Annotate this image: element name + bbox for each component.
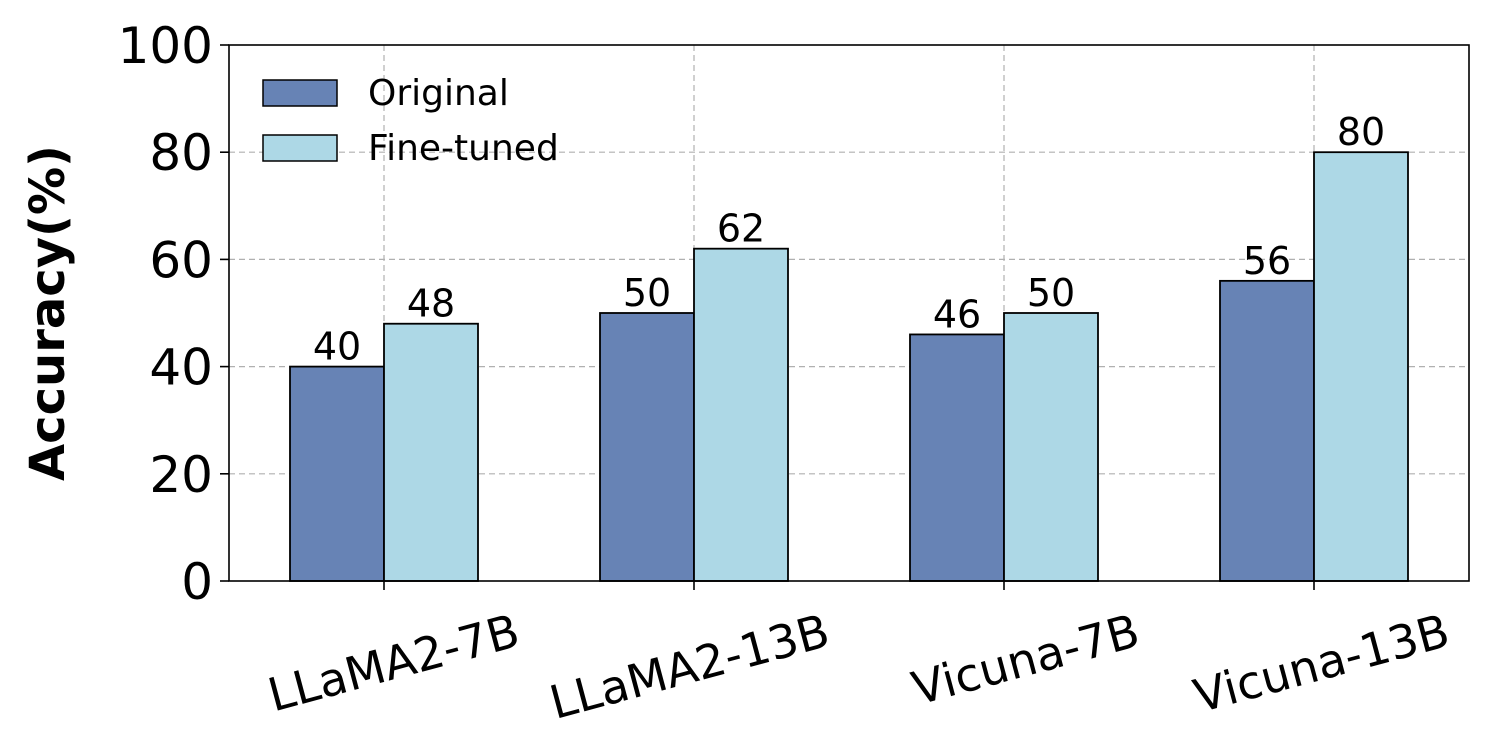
y-tick-label: 100 (118, 17, 213, 75)
data-label: 62 (717, 207, 765, 251)
legend-swatch (262, 79, 338, 107)
legend-label: Fine-tuned (368, 128, 559, 169)
data-label: 46 (933, 292, 981, 336)
bar-fine-tuned-llama2-7b (383, 322, 479, 582)
legend-swatch (262, 134, 338, 162)
x-tick-label: LLaMA2-13B (544, 603, 835, 729)
x-tick-label: LLaMA2-7B (262, 603, 525, 722)
data-label: 50 (1027, 271, 1075, 315)
y-tick-label: 60 (149, 231, 213, 289)
bar-fine-tuned-vicuna-13b (1313, 151, 1409, 582)
data-label: 56 (1243, 239, 1291, 283)
bar-layer (289, 151, 1409, 582)
y-tick-label: 20 (149, 446, 213, 504)
bar-original-llama2-7b (289, 365, 385, 582)
y-axis-label: Accuracy(%) (20, 145, 76, 481)
bar-original-vicuna-7b (909, 333, 1005, 582)
y-tick-label: 40 (149, 339, 213, 397)
y-tick-label: 80 (149, 124, 213, 182)
data-label: 40 (313, 325, 361, 369)
legend-label: Original (368, 73, 509, 114)
y-tick-label: 0 (181, 553, 213, 611)
data-label: 50 (623, 271, 671, 315)
plot-frame (228, 44, 1470, 582)
bar-original-llama2-13b (599, 312, 695, 582)
bar-fine-tuned-vicuna-7b (1003, 312, 1099, 582)
bar-fine-tuned-llama2-13b (693, 247, 789, 582)
data-label: 80 (1337, 110, 1385, 154)
legend: Original Fine-tuned (262, 73, 559, 169)
x-tick-label: Vicuna-13B (1188, 603, 1455, 723)
bar-original-vicuna-13b (1219, 279, 1315, 582)
axis-layer (220, 44, 1470, 590)
data-label: 48 (407, 282, 455, 326)
x-tick-label: Vicuna-7B (906, 603, 1145, 715)
